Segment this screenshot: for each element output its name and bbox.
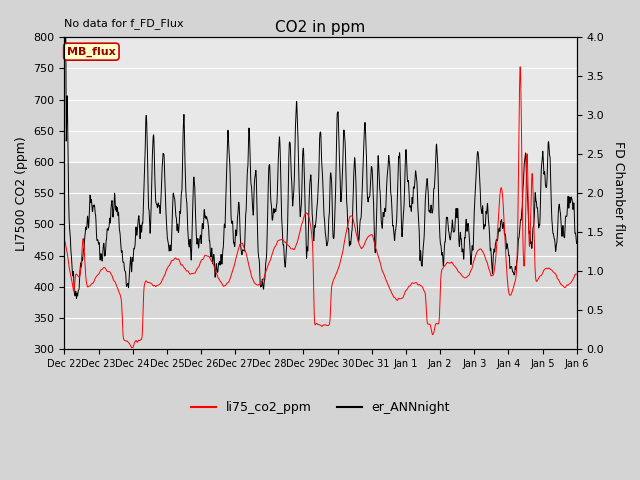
Bar: [65, 162, 577, 349]
Y-axis label: FD Chamber flux: FD Chamber flux: [612, 141, 625, 246]
Legend: li75_co2_ppm, er_ANNnight: li75_co2_ppm, er_ANNnight: [186, 396, 455, 419]
Text: MB_flux: MB_flux: [67, 47, 116, 57]
Y-axis label: LI7500 CO2 (ppm): LI7500 CO2 (ppm): [15, 136, 28, 251]
Bar: [65, 37, 577, 162]
Text: No data for f_FD_Flux: No data for f_FD_Flux: [65, 18, 184, 29]
Title: CO2 in ppm: CO2 in ppm: [275, 20, 365, 35]
